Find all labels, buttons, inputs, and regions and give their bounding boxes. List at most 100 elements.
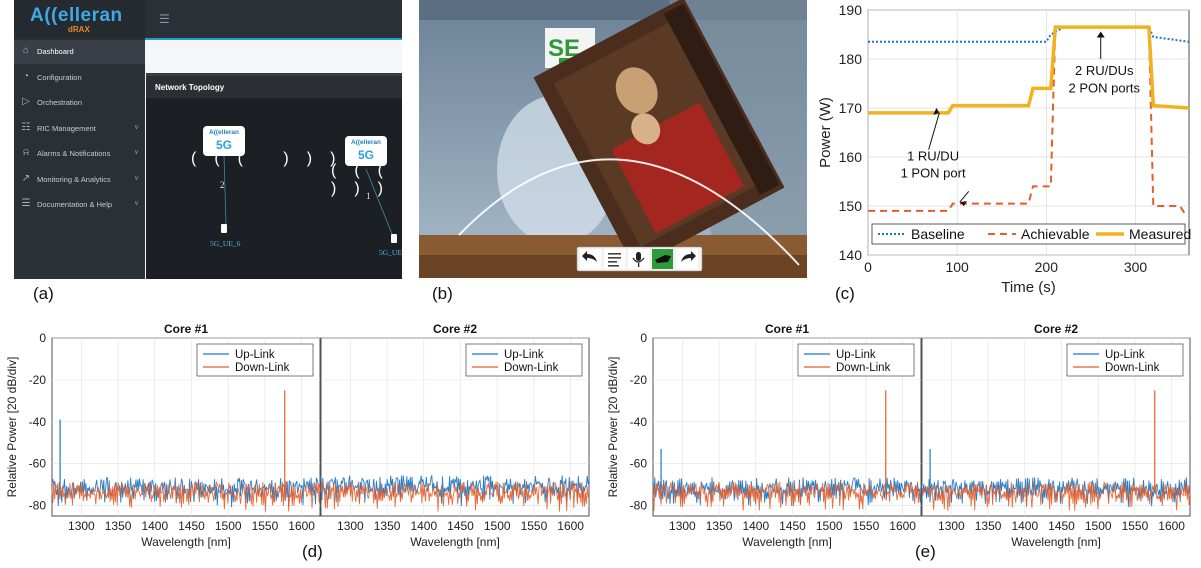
sidebar-item-alarms-notifications[interactable]: ⍾ Alarms & Notifications ∨	[14, 142, 145, 166]
x-tick-label: 1550	[1122, 519, 1149, 533]
play-icon: ▷	[22, 96, 30, 107]
sidebar-item-label: RIC Management	[37, 123, 96, 133]
legend-label: Up-Link	[504, 349, 544, 361]
annotation-arrow	[959, 190, 970, 203]
ru-tech: 5G	[215, 138, 232, 152]
radio-unit-node[interactable]: A((elleran 5G	[203, 126, 245, 156]
x-tick-label: 1300	[68, 519, 95, 533]
legend-box	[797, 343, 915, 377]
x-tick-label: 1550	[521, 519, 548, 533]
panel-label-e: (e)	[915, 542, 936, 561]
spectrum-plot-e2: 1300 1350 1400 1450 1500 1550 1600 Core #2 Wavel…	[921, 322, 1191, 549]
x-tick-label: 1500	[484, 519, 511, 533]
y-tick-label: 140	[839, 247, 863, 263]
x-tick-label: 1400	[410, 519, 437, 533]
legend-box	[1066, 343, 1184, 377]
annotation-arrowhead	[959, 201, 967, 207]
annotation-arrow	[928, 112, 940, 150]
microphone-icon[interactable]	[628, 249, 649, 269]
series-line-baseline	[868, 26, 1190, 43]
top-bar: ☰	[145, 0, 402, 40]
y-tick-label: 160	[839, 149, 863, 165]
x-tick-label: 1300	[938, 519, 965, 533]
ru-brand: A((elleran	[351, 139, 381, 146]
chevron-down-icon: ∨	[133, 123, 139, 131]
noise-trace-down-link	[652, 481, 922, 511]
annotation-text: 2 PON ports	[1069, 80, 1141, 95]
spectrum-figure-d: Relative Power [20 dB/div] 1300 1350 1400 14…	[5, 322, 590, 549]
noise-trace-up-link	[320, 475, 590, 507]
power-time-chart: 0 100 200 300 140 150 160 170 180 190 Time (s) Powe…	[817, 2, 1191, 296]
y-tick-label: 180	[839, 51, 863, 67]
legend-label: Down-Link	[235, 362, 290, 374]
x-tick-label: 1450	[447, 519, 474, 533]
user-equipment-icon[interactable]	[221, 224, 227, 233]
panel-label-a: (a)	[33, 284, 54, 303]
legend-label: Up-Link	[836, 349, 876, 361]
x-tick-label: 1500	[215, 519, 242, 533]
x-tick-label: 1550	[252, 519, 279, 533]
sidebar-item-label: Alarms & Notifications	[37, 149, 111, 158]
ru-brand: A((elleran	[209, 129, 239, 136]
y-tick-label: -80	[29, 499, 47, 513]
spectrum-figure-e: Relative Power [20 dB/div] 1300 1350 1400 14…	[606, 322, 1191, 549]
legend-label: Up-Link	[1105, 349, 1145, 361]
sidebar-item-ric-management[interactable]: ☷ RIC Management ∨	[14, 117, 145, 141]
node-id: 2	[220, 180, 225, 190]
legend: Baseline Achievable Measured	[871, 223, 1191, 245]
legend-label: Down-Link	[836, 362, 891, 374]
text-icon[interactable]	[604, 249, 625, 269]
series-line-measured	[868, 25, 1190, 115]
subplot-title: Core #1	[164, 322, 208, 336]
y-tick-label: 0	[640, 331, 647, 345]
sidebar-item-label: Orchestration	[37, 98, 83, 107]
brand-sub: dRAX	[68, 25, 90, 34]
x-tick-label: 0	[864, 259, 872, 275]
x-tick-label: 1600	[557, 519, 584, 533]
panel-label-c: (c)	[835, 284, 855, 303]
brand-name: A((elleran	[30, 5, 123, 26]
y-tick-label: 0	[39, 331, 46, 345]
hamburger-icon[interactable]: ☰	[159, 12, 170, 26]
painted-child	[631, 113, 661, 145]
ru-tech: 5G	[357, 148, 374, 162]
dashboard-screenshot: A((elleran dRAX ⌂ Dashboard ◔ Configuration…	[14, 0, 402, 279]
x-tick-label: 100	[945, 259, 969, 275]
plot-area	[867, 9, 1190, 256]
x-tick-label: 1450	[1048, 519, 1075, 533]
x-tick-label: 1550	[853, 519, 880, 533]
sidebar-item-configuration[interactable]: ◔ Configuration	[14, 66, 145, 90]
user-equipment-icon[interactable]	[391, 234, 397, 243]
subplot-title: Core #2	[433, 322, 477, 336]
x-tick-label: 1350	[706, 519, 733, 533]
spectrum-plot-d2: 1300 1350 1400 1450 1500 1550 1600 Core #2 Wavel…	[320, 322, 590, 549]
undo-icon[interactable]	[580, 249, 601, 269]
y-tick-label: -60	[29, 457, 47, 471]
x-axis-label: Wavelength [nm]	[410, 535, 500, 549]
annotation-text: 1 PON port	[901, 166, 966, 181]
x-tick-label: 1600	[288, 519, 315, 533]
node-id: 1	[366, 191, 371, 201]
vr-scene-illustration: SE 2C	[419, 0, 807, 278]
sidebar-item-orchestration[interactable]: ▷ Orchestration	[14, 91, 145, 115]
annotation-text: 2 RU/DUs	[1075, 63, 1134, 78]
legend-label: Measured	[1129, 226, 1191, 242]
y-tick-label: -40	[29, 415, 47, 429]
x-axis-label: Wavelength [nm]	[1011, 535, 1101, 549]
hand-point-icon[interactable]	[652, 249, 673, 269]
y-axis-label: Relative Power [20 dB/div]	[606, 357, 620, 498]
x-axis-label: Wavelength [nm]	[742, 535, 832, 549]
chevron-down-icon: ∨	[133, 200, 139, 207]
y-tick-label: -20	[630, 373, 648, 387]
y-tick-label: 190	[839, 2, 863, 18]
sidebar-item-monitoring-analytics[interactable]: ↗ Monitoring & Analytics ∨	[14, 168, 145, 192]
vr-scene: SE 2C	[419, 0, 807, 278]
spectrum-plot-d1: 1300 1350 1400 1450 1500 1550 1600 0 -20 -40 -60 -8…	[29, 322, 321, 549]
sidebar-item-documentation-help[interactable]: ☰ Documentation & Help ∨	[14, 193, 145, 217]
redo-icon[interactable]	[676, 249, 698, 269]
x-tick-label: 1400	[141, 519, 168, 533]
x-tick-label: 1300	[337, 519, 364, 533]
radio-unit-node[interactable]: A((elleran 5G	[345, 136, 387, 166]
x-tick-label: 1300	[669, 519, 696, 533]
sidebar-item-dashboard[interactable]: ⌂ Dashboard	[14, 40, 145, 64]
